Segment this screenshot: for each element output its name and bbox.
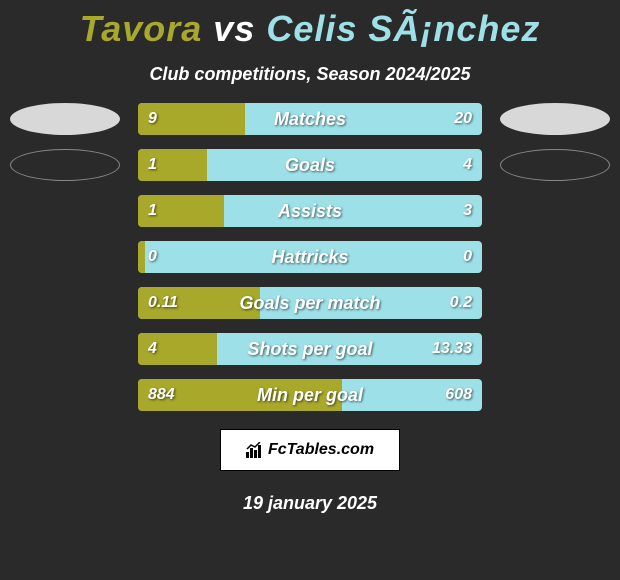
badge-text: FcTables.com	[268, 441, 374, 459]
stat-label: Min per goal	[138, 379, 482, 411]
stat-bar: 413.33Shots per goal	[138, 333, 482, 365]
stat-label: Matches	[138, 103, 482, 135]
player1-name: Tavora	[80, 8, 203, 49]
player1-badge	[10, 149, 120, 181]
stat-bar: 13Assists	[138, 195, 482, 227]
player2-badge	[500, 103, 610, 135]
fctables-badge[interactable]: FcTables.com	[220, 429, 400, 471]
stat-label: Goals per match	[138, 287, 482, 319]
stat-label: Hattricks	[138, 241, 482, 273]
stat-row: 413.33Shots per goal	[0, 333, 620, 365]
stat-label: Goals	[138, 149, 482, 181]
vs-text: vs	[213, 8, 255, 49]
stat-bar: 920Matches	[138, 103, 482, 135]
subtitle: Club competitions, Season 2024/2025	[0, 64, 620, 85]
stat-label: Shots per goal	[138, 333, 482, 365]
stat-bar: 884608Min per goal	[138, 379, 482, 411]
stat-label: Assists	[138, 195, 482, 227]
stat-row: 14Goals	[0, 149, 620, 181]
stat-row: 00Hattricks	[0, 241, 620, 273]
stats-container: 920Matches 14Goals 13Assists 00Hattricks 0.1…	[0, 103, 620, 411]
page-title: Tavora vs Celis SÃ¡nchez	[0, 0, 620, 50]
chart-icon	[246, 442, 264, 458]
stat-row: 0.110.2Goals per match	[0, 287, 620, 319]
stat-row: 884608Min per goal	[0, 379, 620, 411]
stat-row: 920Matches	[0, 103, 620, 135]
date-text: 19 january 2025	[0, 493, 620, 514]
stat-bar: 00Hattricks	[138, 241, 482, 273]
player1-badge	[10, 103, 120, 135]
player2-badge	[500, 149, 610, 181]
stat-bar: 14Goals	[138, 149, 482, 181]
stat-row: 13Assists	[0, 195, 620, 227]
stat-bar: 0.110.2Goals per match	[138, 287, 482, 319]
player2-name: Celis SÃ¡nchez	[266, 8, 540, 49]
